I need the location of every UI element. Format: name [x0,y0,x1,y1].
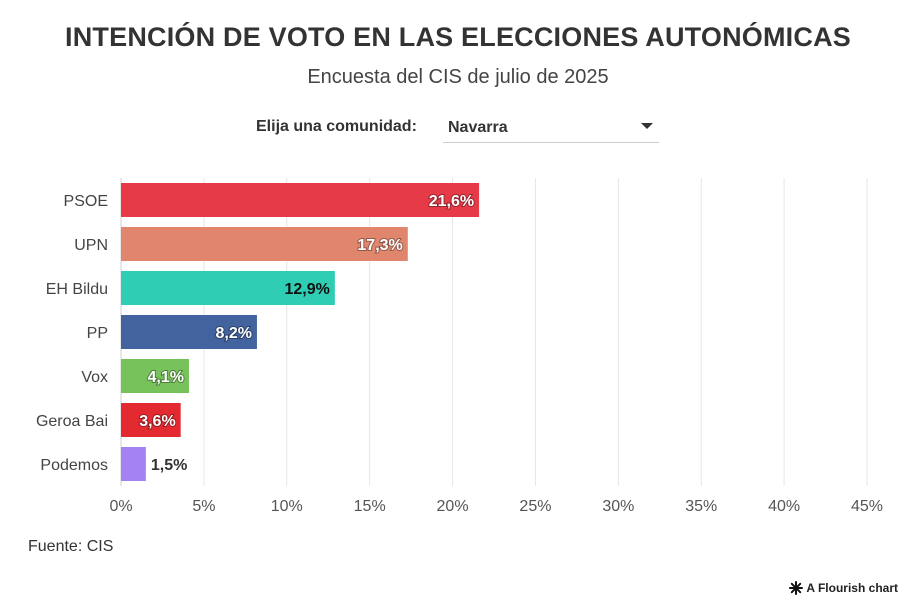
category-label: Geroa Bai [36,413,108,430]
community-select-label: Elija una comunidad: [256,118,417,135]
flourish-credit-text: A Flourish chart [806,581,898,595]
x-tick-label: 20% [437,498,469,515]
data-label: 1,5% [151,457,187,474]
bar [121,315,257,349]
bar [121,403,181,437]
x-tick-label: 25% [519,498,551,515]
data-label: 4,1% [148,369,184,386]
x-tick-label: 45% [851,498,883,515]
chevron-down-icon [641,123,653,129]
category-label: EH Bildu [46,281,108,298]
category-label: UPN [74,237,108,254]
bar [121,447,146,481]
bar [121,227,408,261]
category-label: PSOE [64,193,108,210]
chart-title: INTENCIÓN DE VOTO EN LAS ELECCIONES AUTO… [65,22,851,52]
data-label: 3,6% [139,413,175,430]
data-label: 12,9% [284,281,329,298]
bar [121,359,189,393]
x-tick-label: 30% [602,498,634,515]
community-select-value: Navarra [448,119,508,136]
source-note: Fuente: CIS [28,538,114,555]
bar [121,271,335,305]
x-tick-label: 35% [685,498,717,515]
x-tick-label: 5% [192,498,215,515]
data-label: 21,6% [429,193,474,210]
x-tick-label: 0% [109,498,132,515]
data-label: 17,3% [357,237,402,254]
x-tick-label: 40% [768,498,800,515]
category-label: Podemos [40,457,108,474]
x-tick-label: 10% [271,498,303,515]
category-label: Vox [81,369,108,386]
category-label: PP [87,325,108,342]
flourish-credit-link[interactable]: A Flourish chart [789,581,898,595]
flourish-star-icon [789,581,804,595]
x-tick-label: 15% [354,498,386,515]
chart-subtitle: Encuesta del CIS de julio de 2025 [307,66,609,88]
bar [121,183,480,217]
data-label: 8,2% [215,325,251,342]
community-select[interactable]: Navarra [443,112,659,143]
filter-controls: Elija una comunidad: Navarra [0,112,916,146]
